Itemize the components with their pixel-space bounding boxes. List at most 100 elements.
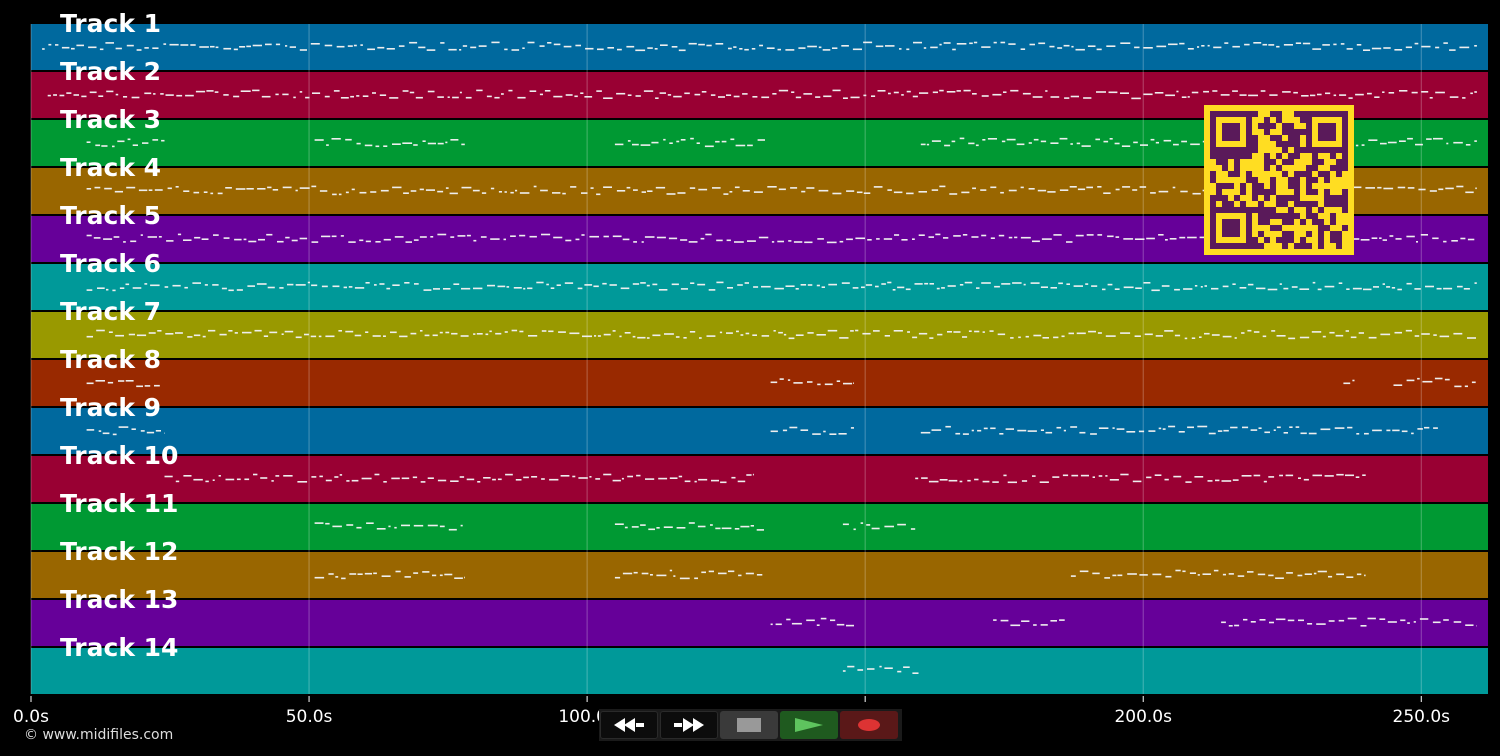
note — [897, 523, 906, 526]
qr-module — [1282, 159, 1288, 165]
note — [827, 329, 838, 332]
note — [1462, 97, 1466, 99]
note — [961, 191, 970, 194]
note — [1079, 570, 1089, 573]
note — [1222, 573, 1226, 576]
note — [607, 47, 614, 49]
track-lane — [31, 312, 1488, 358]
note — [254, 329, 262, 332]
note — [374, 473, 380, 476]
note — [314, 139, 324, 141]
note — [1070, 95, 1079, 98]
note — [1058, 282, 1063, 285]
note — [1045, 90, 1048, 92]
note — [1242, 426, 1249, 429]
note — [640, 524, 646, 526]
note — [1303, 478, 1309, 481]
note — [906, 48, 910, 51]
note — [1010, 337, 1014, 339]
note — [884, 335, 890, 337]
qr-module — [1336, 195, 1342, 201]
note — [863, 94, 867, 97]
note — [1017, 429, 1027, 432]
note — [1232, 90, 1238, 92]
note — [584, 96, 593, 98]
note — [1117, 574, 1123, 577]
note — [594, 335, 597, 337]
note — [1028, 142, 1032, 144]
note — [981, 282, 991, 284]
note — [117, 140, 125, 143]
note — [1259, 619, 1266, 621]
note — [684, 480, 691, 483]
note — [483, 477, 491, 479]
note — [242, 331, 252, 334]
note — [726, 332, 733, 334]
note — [136, 334, 147, 337]
fast-forward-button[interactable] — [660, 711, 718, 739]
note — [1086, 186, 1093, 189]
note — [1096, 48, 1102, 51]
note — [1465, 191, 1474, 194]
note — [299, 49, 307, 51]
note — [275, 475, 280, 477]
note — [1394, 49, 1403, 51]
note — [562, 192, 566, 195]
note — [445, 187, 449, 189]
note — [1312, 281, 1316, 284]
note — [689, 187, 696, 189]
note — [761, 285, 771, 288]
play-button[interactable] — [780, 711, 838, 739]
note — [928, 480, 939, 483]
note — [828, 283, 837, 286]
note — [853, 382, 854, 384]
qr-module — [1282, 141, 1288, 147]
note — [1377, 186, 1382, 189]
qr-module — [1306, 165, 1312, 171]
note — [1222, 335, 1232, 338]
note — [460, 335, 469, 337]
note — [289, 46, 296, 48]
note — [522, 47, 525, 49]
note — [364, 572, 372, 575]
note — [1474, 45, 1477, 47]
note — [332, 525, 342, 528]
note — [1164, 478, 1169, 481]
note — [492, 478, 496, 481]
note — [328, 573, 334, 575]
note — [761, 96, 770, 99]
qr-module — [1276, 135, 1282, 141]
note — [867, 239, 872, 241]
qr-module — [1276, 213, 1282, 219]
note — [689, 331, 696, 333]
note — [680, 239, 688, 241]
qr-module — [1276, 117, 1282, 123]
note — [498, 191, 502, 193]
note — [299, 237, 308, 240]
note — [1181, 140, 1187, 143]
qr-module — [1288, 123, 1294, 129]
note — [401, 477, 410, 480]
note — [1059, 137, 1068, 140]
note — [193, 334, 201, 337]
note — [994, 285, 1000, 288]
note — [356, 95, 360, 97]
note — [589, 235, 599, 238]
qr-module — [1294, 183, 1300, 189]
note — [759, 44, 763, 47]
stop-button[interactable] — [720, 711, 778, 739]
note — [711, 479, 719, 482]
rewind-button[interactable] — [600, 711, 658, 739]
note — [959, 137, 965, 140]
note — [1115, 236, 1120, 238]
note — [1269, 621, 1274, 624]
note — [1150, 192, 1156, 194]
qr-module — [1300, 201, 1306, 207]
note — [1075, 48, 1085, 51]
note — [775, 623, 782, 626]
note — [1105, 335, 1116, 337]
note — [678, 475, 683, 478]
record-button[interactable] — [840, 711, 898, 739]
note — [1143, 93, 1153, 96]
note — [1037, 189, 1047, 192]
